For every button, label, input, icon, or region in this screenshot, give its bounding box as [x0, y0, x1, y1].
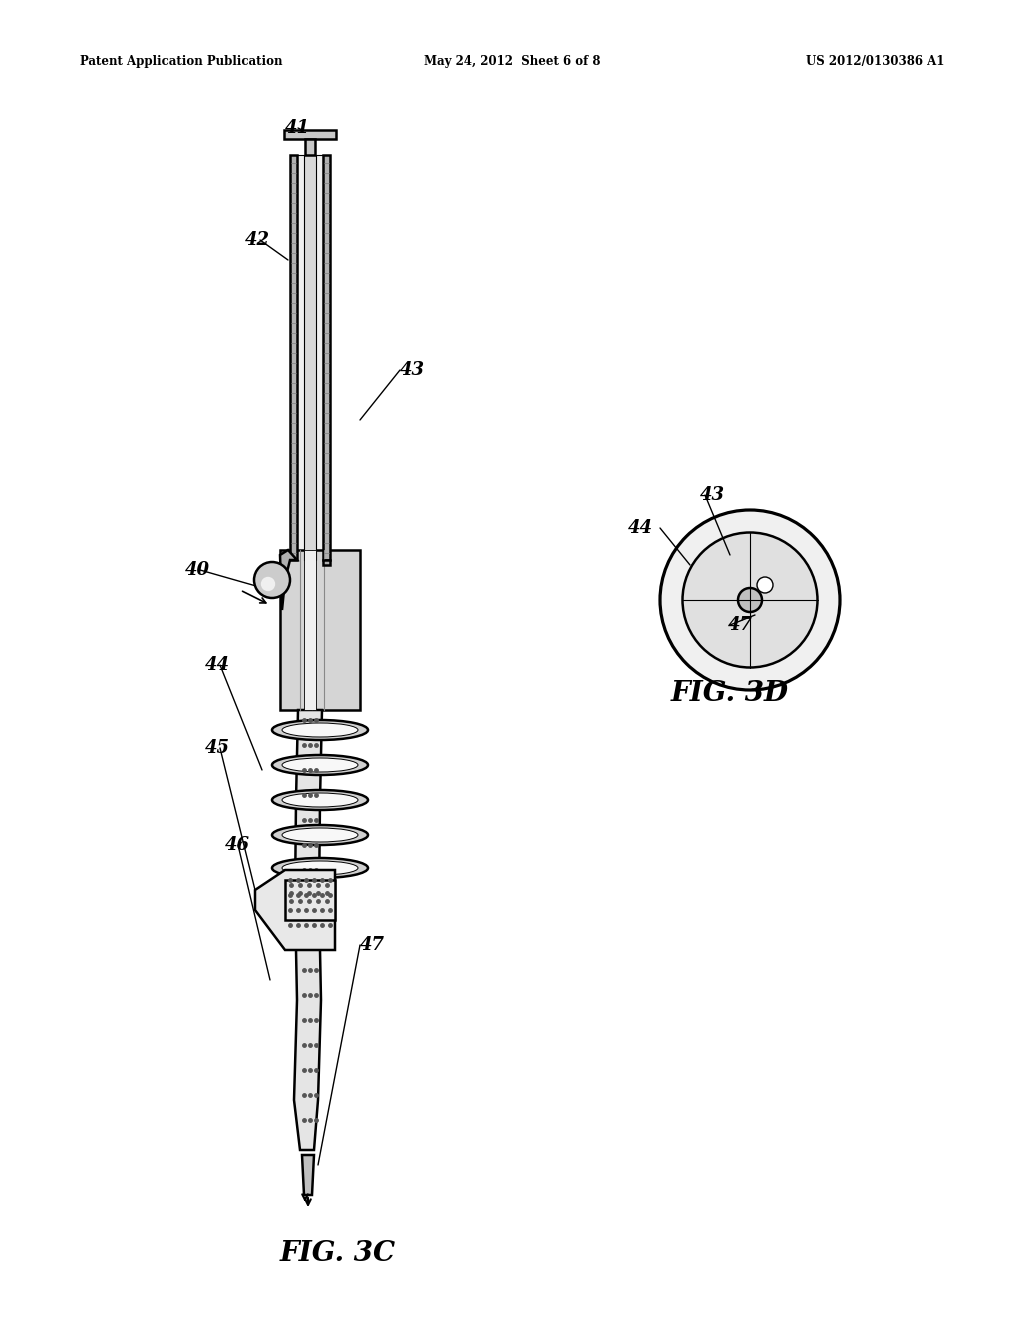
Text: 40: 40 — [185, 561, 210, 579]
Text: 47: 47 — [360, 936, 385, 954]
Text: FIG. 3C: FIG. 3C — [280, 1239, 396, 1267]
Polygon shape — [294, 710, 322, 1150]
Text: 44: 44 — [205, 656, 230, 675]
Polygon shape — [290, 154, 297, 560]
Circle shape — [261, 577, 275, 591]
Ellipse shape — [272, 789, 368, 810]
Text: 42: 42 — [245, 231, 270, 249]
Circle shape — [254, 562, 290, 598]
Text: 46: 46 — [225, 836, 250, 854]
Text: Patent Application Publication: Patent Application Publication — [80, 55, 283, 69]
Ellipse shape — [272, 858, 368, 878]
Polygon shape — [280, 550, 360, 710]
Polygon shape — [323, 154, 330, 560]
Polygon shape — [280, 550, 297, 610]
Text: May 24, 2012  Sheet 6 of 8: May 24, 2012 Sheet 6 of 8 — [424, 55, 600, 69]
Polygon shape — [284, 129, 336, 139]
Polygon shape — [323, 560, 330, 565]
Text: 44: 44 — [628, 519, 653, 537]
Text: 45: 45 — [205, 739, 230, 756]
Circle shape — [660, 510, 840, 690]
Text: US 2012/0130386 A1: US 2012/0130386 A1 — [806, 55, 944, 69]
Ellipse shape — [282, 723, 358, 737]
Polygon shape — [305, 139, 315, 154]
Ellipse shape — [272, 825, 368, 845]
Circle shape — [757, 577, 773, 593]
Text: FIG. 3D: FIG. 3D — [671, 680, 790, 708]
Polygon shape — [304, 550, 316, 710]
Ellipse shape — [282, 861, 358, 875]
Text: 47: 47 — [728, 616, 753, 634]
Ellipse shape — [282, 828, 358, 842]
Text: 41: 41 — [285, 119, 310, 137]
Circle shape — [738, 587, 762, 612]
Text: 43: 43 — [700, 486, 725, 504]
Polygon shape — [285, 880, 335, 920]
Ellipse shape — [282, 758, 358, 772]
Polygon shape — [304, 154, 316, 560]
Polygon shape — [255, 870, 335, 950]
Polygon shape — [297, 154, 323, 560]
Ellipse shape — [272, 755, 368, 775]
Polygon shape — [302, 1155, 314, 1195]
Circle shape — [683, 532, 817, 668]
Ellipse shape — [272, 719, 368, 741]
Ellipse shape — [282, 793, 358, 807]
Text: 43: 43 — [400, 360, 425, 379]
